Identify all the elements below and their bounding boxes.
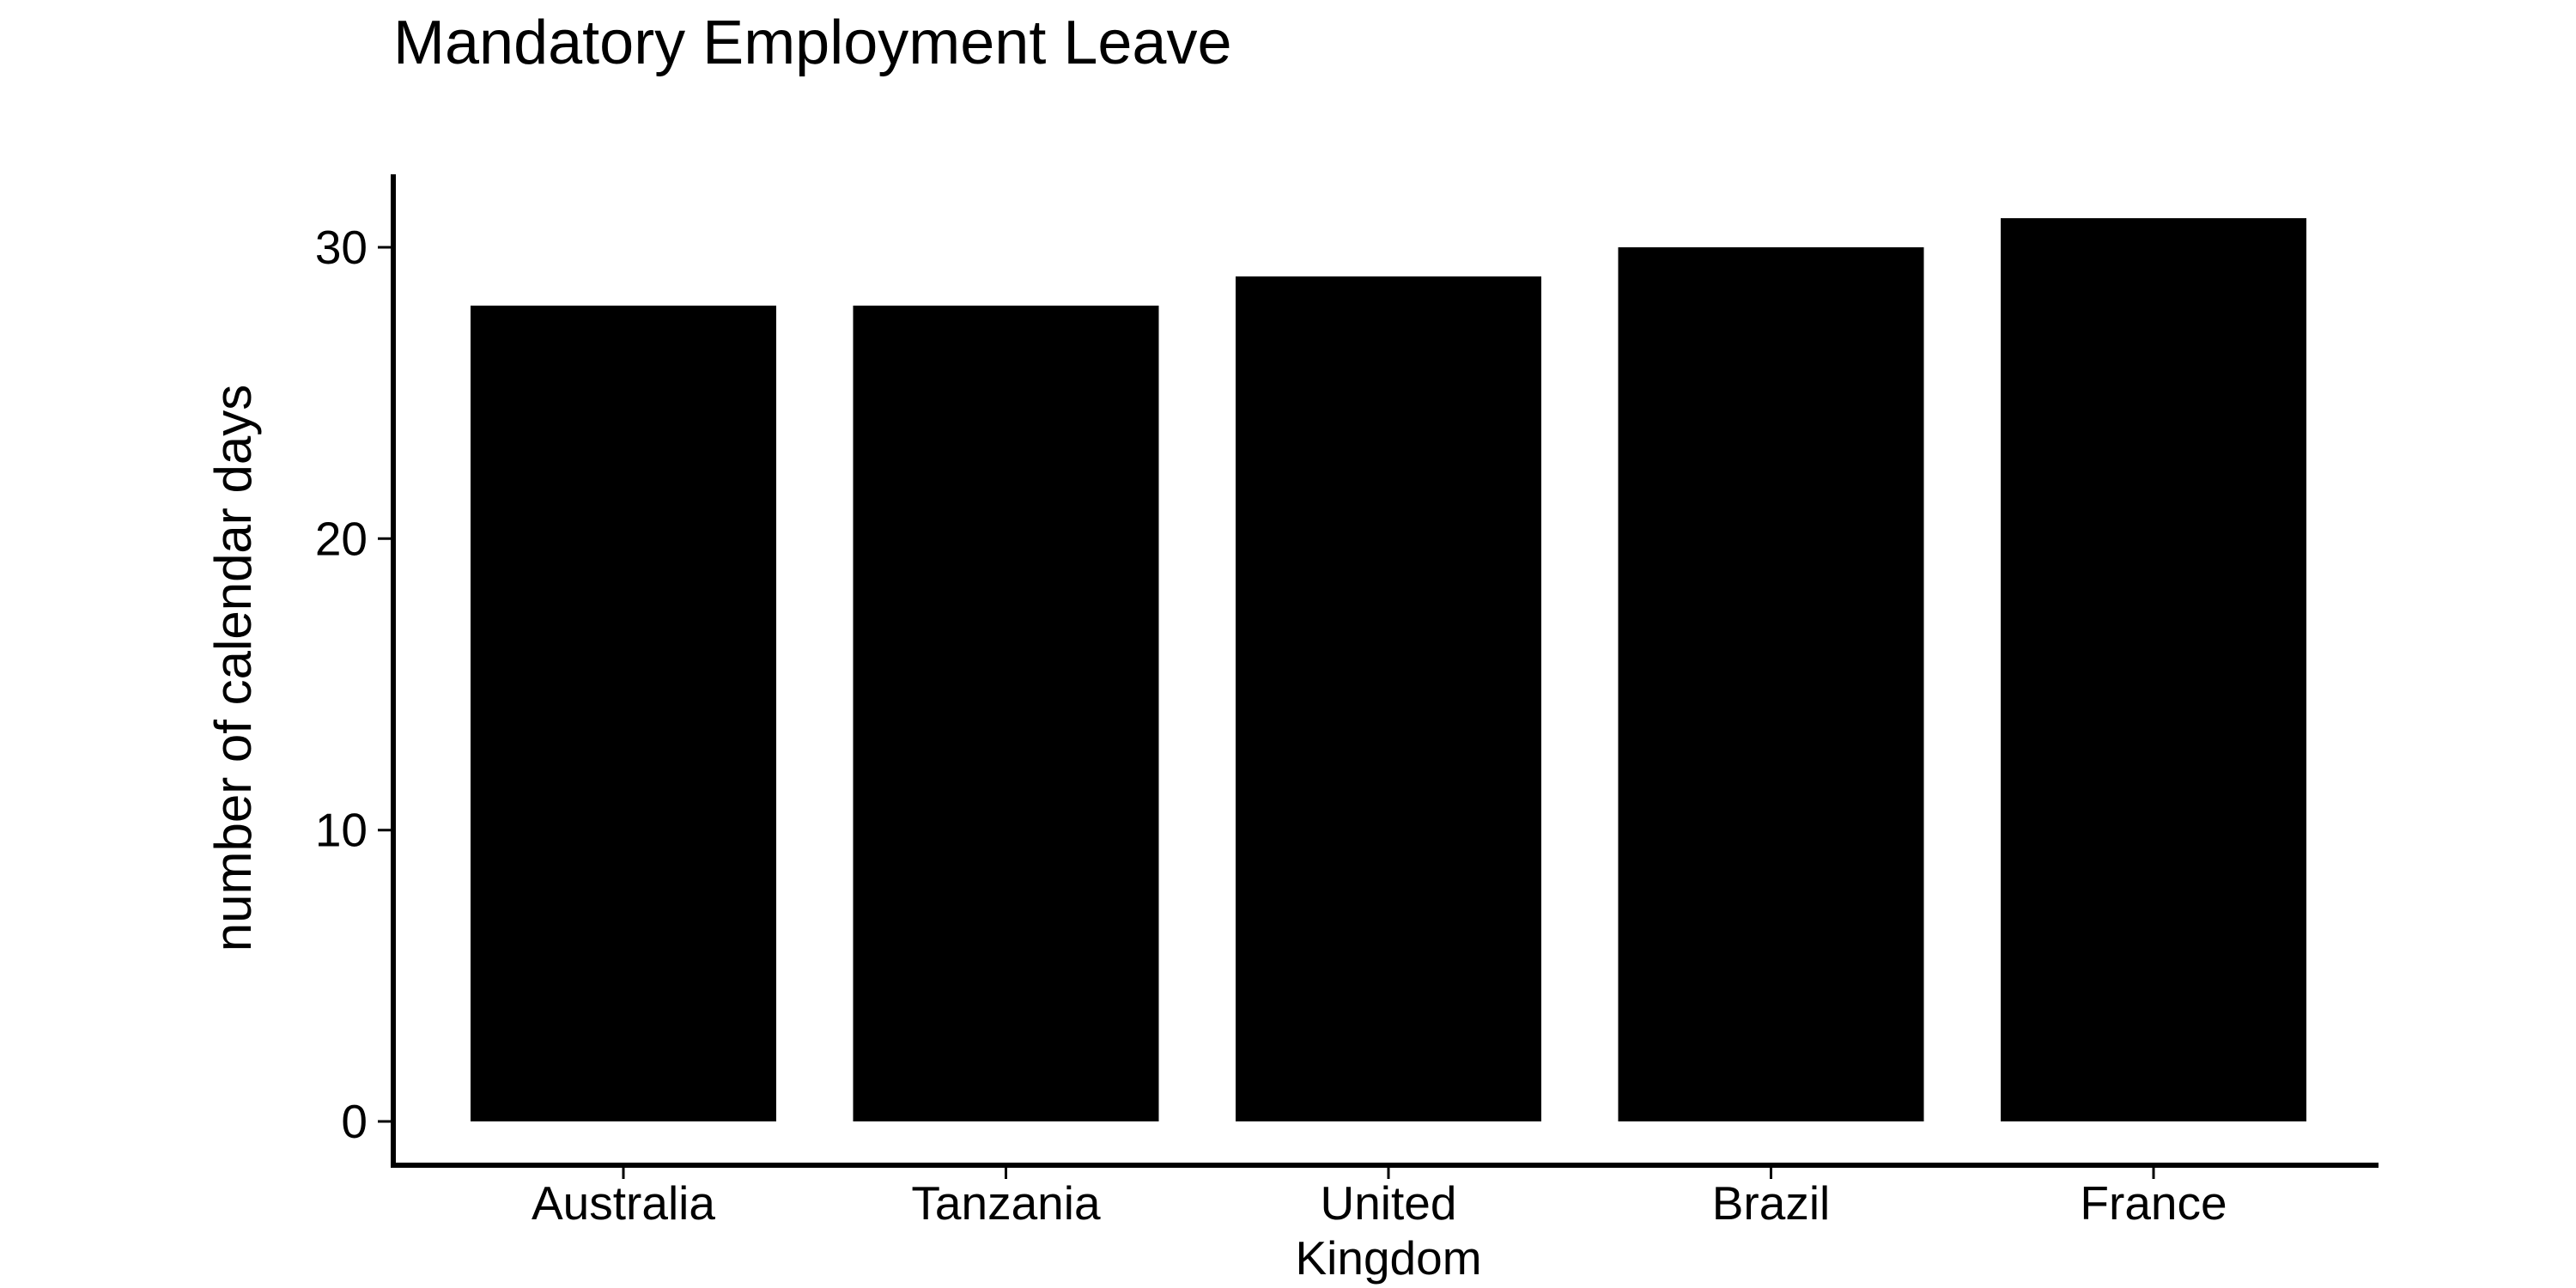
y-tick-label-0: 0: [341, 1095, 368, 1148]
x-tick-label-brazil: Brazil: [1712, 1176, 1831, 1230]
x-tick-label-australia: Australia: [532, 1176, 715, 1230]
x-tick-label-france: France: [2080, 1176, 2227, 1230]
y-tick-label-30: 30: [315, 221, 368, 274]
bar-tanzania: [853, 305, 1159, 1121]
bar-france: [2001, 218, 2306, 1122]
bars: [471, 218, 2306, 1122]
chart-title: Mandatory Employment Leave: [393, 9, 1232, 77]
y-tick-label-10: 10: [315, 804, 368, 857]
bar-united-kingdom: [1236, 276, 1541, 1121]
x-axis-ticks: Australia Tanzania United Kingdom Brazil Fran…: [532, 1165, 2227, 1285]
y-axis-ticks: 0 10 20 30: [315, 221, 393, 1148]
y-tick-label-20: 20: [315, 512, 368, 565]
y-axis-label: number of calendar days: [204, 385, 262, 951]
x-tick-label-united-kingdom: United Kingdom: [1295, 1176, 1481, 1285]
bar-brazil: [1618, 247, 1924, 1121]
x-tick-label-tanzania: Tanzania: [911, 1176, 1101, 1230]
bar-australia: [471, 305, 776, 1121]
